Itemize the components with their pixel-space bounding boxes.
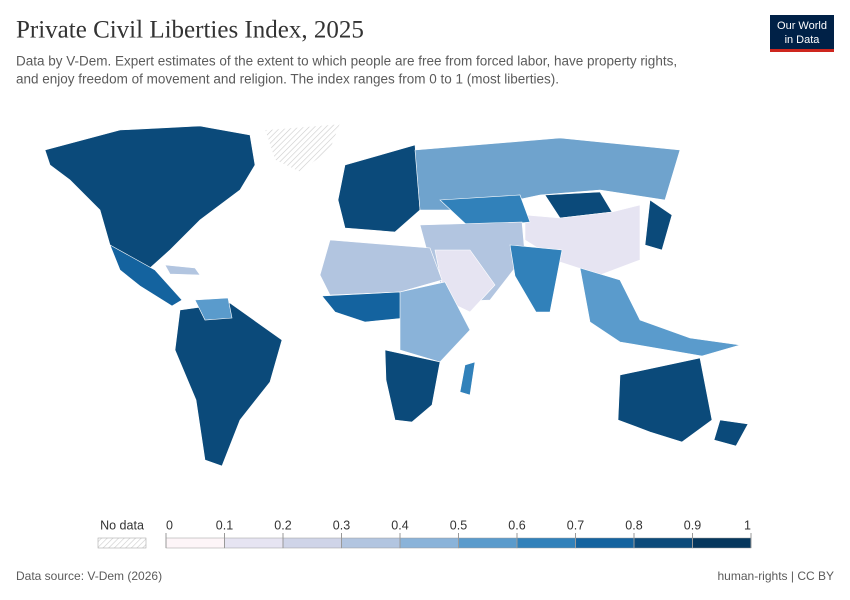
legend-tick-label: 0 xyxy=(166,518,173,532)
new-zealand[interactable] xyxy=(713,419,749,447)
legend: No data 0 0.1 0.2 0.3 0.4 0.5 0.6 0.7 0.8 0.9 1 xyxy=(97,518,752,549)
legend-tick-label: 0.3 xyxy=(333,518,350,532)
source: Data source: V-Dem (2026) xyxy=(16,569,162,583)
legend-tick-label: 1 xyxy=(744,518,751,532)
legend-tick-label: 0.2 xyxy=(274,518,291,532)
madagascar[interactable] xyxy=(459,361,476,396)
legend-bin xyxy=(516,537,576,549)
logo-bar xyxy=(770,49,834,52)
legend-bin xyxy=(458,537,518,549)
southern-africa[interactable] xyxy=(384,349,441,423)
logo-box xyxy=(770,15,834,51)
southeast-asia[interactable] xyxy=(579,267,741,357)
title: Private Civil Liberties Index, 2025 xyxy=(16,17,364,44)
japan[interactable] xyxy=(644,199,673,251)
west-africa[interactable] xyxy=(321,291,406,323)
europe[interactable] xyxy=(337,144,421,233)
legend-bin xyxy=(399,537,459,549)
legend-bin xyxy=(341,537,401,549)
world-map xyxy=(44,123,749,467)
legend-tick-label: 0.6 xyxy=(508,518,525,532)
central-america[interactable] xyxy=(109,244,183,307)
legend-tick-label: 0.4 xyxy=(391,518,408,532)
legend-bin xyxy=(575,537,635,549)
legend-bin xyxy=(633,537,693,549)
venezuela[interactable] xyxy=(194,297,233,321)
legend-tick-label: 0.8 xyxy=(625,518,642,532)
logo-text: in Data xyxy=(785,34,821,46)
legend-tick-label: 0.1 xyxy=(216,518,233,532)
east-africa[interactable] xyxy=(399,281,471,363)
logo-text: Our World xyxy=(777,20,827,32)
legend-tick-label: 0.7 xyxy=(567,518,584,532)
india[interactable] xyxy=(509,244,563,313)
caribbean[interactable] xyxy=(164,264,201,276)
legend-bin xyxy=(165,537,225,549)
subtitle: Data by V-Dem. Expert estimates of the e… xyxy=(16,54,677,69)
legend-bin xyxy=(692,537,752,549)
no-data-label: No data xyxy=(100,518,144,532)
legend-tick-label: 0.9 xyxy=(684,518,701,532)
russia[interactable] xyxy=(414,137,681,211)
logo[interactable]: Our World in Data xyxy=(770,15,834,52)
australia[interactable] xyxy=(617,357,713,443)
legend-tick-label: 0.5 xyxy=(450,518,467,532)
legend-bin xyxy=(282,537,342,549)
subtitle: and enjoy freedom of movement and religi… xyxy=(16,72,559,87)
no-data-swatch xyxy=(97,537,147,549)
north-america[interactable] xyxy=(44,125,256,269)
legend-bin xyxy=(224,537,284,549)
south-america[interactable] xyxy=(174,302,283,467)
license: human-rights | CC BY xyxy=(718,569,835,583)
central-asia[interactable] xyxy=(439,194,531,229)
greenland[interactable] xyxy=(264,123,341,173)
